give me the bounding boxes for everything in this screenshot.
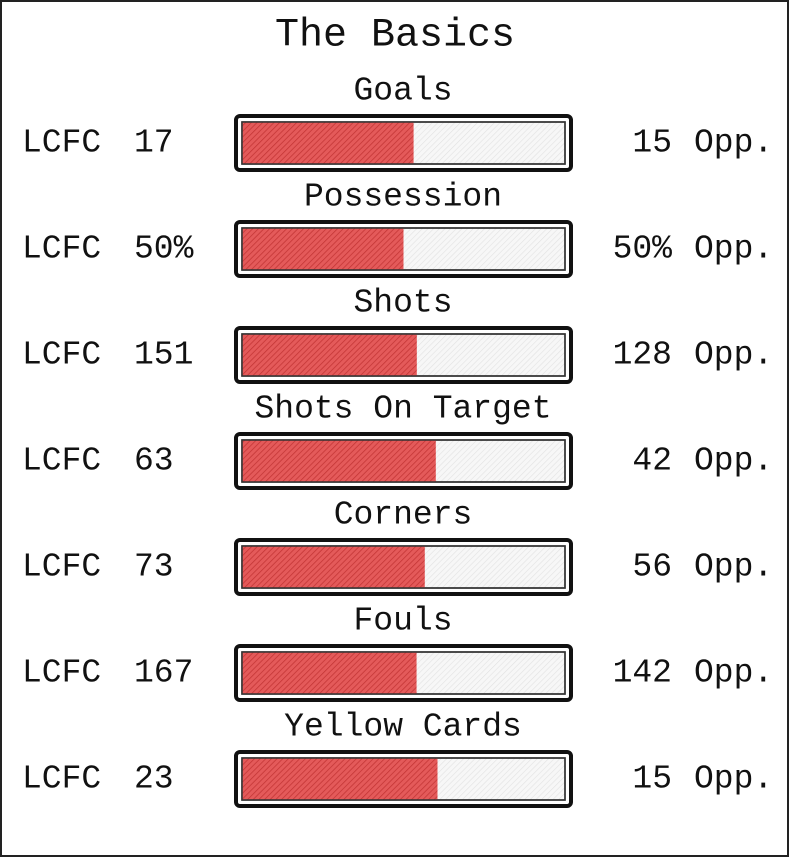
team-name: LCFC	[22, 549, 101, 586]
bar-outline	[241, 439, 566, 483]
away-value: 15	[632, 761, 672, 798]
away-value: 56	[632, 549, 672, 586]
opponent-name: Opp.	[694, 231, 773, 268]
home-value: 73	[134, 549, 174, 586]
bar-fill	[242, 758, 438, 800]
home-value: 63	[134, 443, 174, 480]
bar-outline	[241, 227, 566, 271]
opponent-name: Opp.	[694, 655, 773, 692]
stat-label: Fouls	[353, 603, 452, 640]
team-name: LCFC	[22, 337, 101, 374]
bar-outline	[241, 545, 566, 589]
team-name: LCFC	[22, 655, 101, 692]
bar-outline	[241, 651, 566, 695]
panel-title: The Basics	[275, 14, 515, 59]
team-name: LCFC	[22, 761, 101, 798]
opponent-name: Opp.	[694, 125, 773, 162]
stat-label: Possession	[304, 179, 502, 216]
team-name: LCFC	[22, 443, 101, 480]
stat-label: Yellow Cards	[284, 709, 522, 746]
bar-fill	[242, 334, 417, 376]
home-value: 23	[134, 761, 174, 798]
stat-label: Goals	[353, 73, 452, 110]
away-value: 42	[632, 443, 672, 480]
home-value: 50%	[134, 231, 194, 268]
team-name: LCFC	[22, 231, 101, 268]
bar-fill	[242, 228, 404, 270]
bar-outline	[241, 333, 566, 377]
home-value: 167	[134, 655, 193, 692]
away-value: 128	[613, 337, 672, 374]
bar-outline	[241, 757, 566, 801]
bar-outline	[241, 121, 566, 165]
bar-fill	[242, 122, 414, 164]
bar-fill	[242, 440, 436, 482]
opponent-name: Opp.	[694, 549, 773, 586]
stat-label: Corners	[334, 497, 473, 534]
team-name: LCFC	[22, 125, 101, 162]
opponent-name: Opp.	[694, 337, 773, 374]
opponent-name: Opp.	[694, 761, 773, 798]
away-value: 50%	[613, 231, 673, 268]
bar-fill	[242, 546, 425, 588]
stat-label: Shots On Target	[254, 391, 551, 428]
bar-fill	[242, 652, 417, 694]
opponent-name: Opp.	[694, 443, 773, 480]
away-value: 15	[632, 125, 672, 162]
away-value: 142	[613, 655, 672, 692]
stat-label: Shots	[353, 285, 452, 322]
home-value: 17	[134, 125, 174, 162]
home-value: 151	[134, 337, 193, 374]
